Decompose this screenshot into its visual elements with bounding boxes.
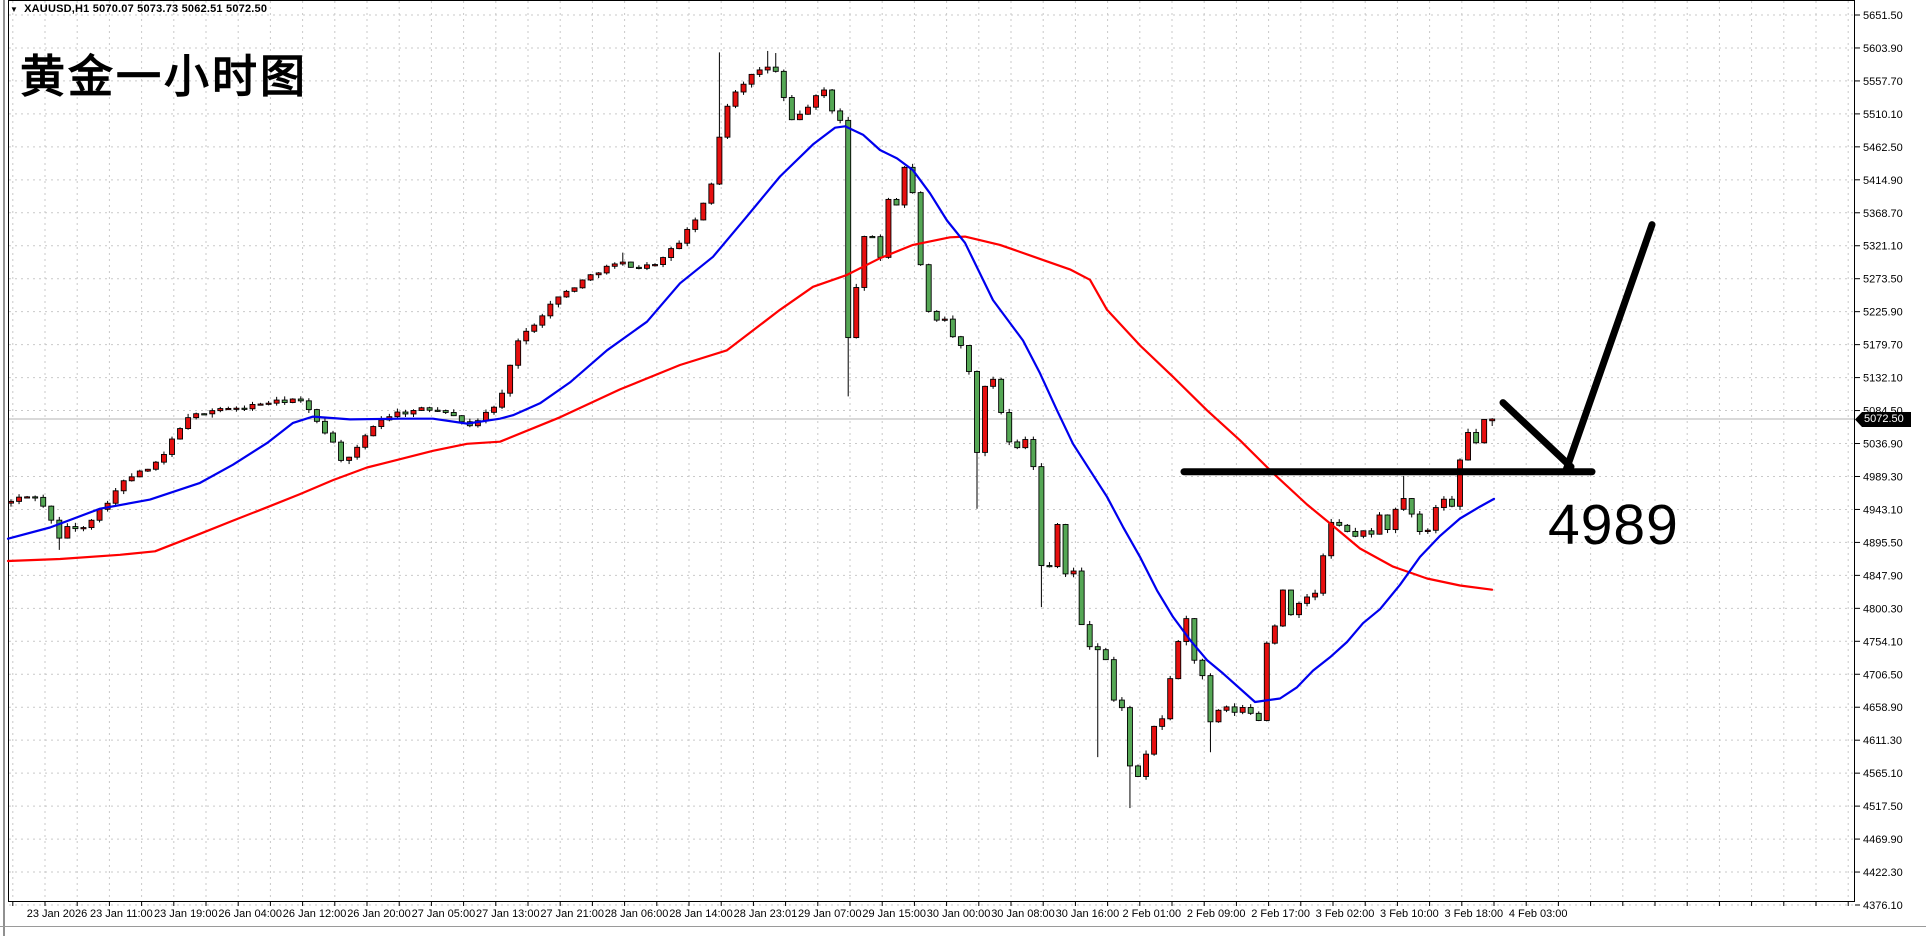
svg-text:26 Jan 12:00: 26 Jan 12:00 bbox=[283, 908, 347, 920]
svg-text:30 Jan 08:00: 30 Jan 08:00 bbox=[991, 908, 1055, 920]
symbol-ohlc-text: XAUUSD,H1 5070.07 5073.73 5062.51 5072.5… bbox=[24, 3, 268, 15]
svg-text:5557.70: 5557.70 bbox=[1863, 76, 1903, 88]
svg-text:4469.90: 4469.90 bbox=[1863, 834, 1903, 846]
svg-text:23 Jan 19:00: 23 Jan 19:00 bbox=[154, 908, 218, 920]
svg-text:5414.90: 5414.90 bbox=[1863, 175, 1903, 187]
drawing-annotations bbox=[1180, 221, 1656, 476]
svg-text:4754.10: 4754.10 bbox=[1863, 636, 1903, 648]
svg-text:27 Jan 21:00: 27 Jan 21:00 bbox=[540, 908, 604, 920]
candlestick-series bbox=[8, 50, 1496, 809]
svg-text:28 Jan 06:00: 28 Jan 06:00 bbox=[605, 908, 669, 920]
svg-text:26 Jan 20:00: 26 Jan 20:00 bbox=[347, 908, 411, 920]
svg-text:23 Jan 2026: 23 Jan 2026 bbox=[27, 908, 88, 920]
svg-text:4611.30: 4611.30 bbox=[1863, 735, 1902, 747]
svg-text:2 Feb 09:00: 2 Feb 09:00 bbox=[1187, 908, 1246, 920]
svg-text:28 Jan 23:01: 28 Jan 23:01 bbox=[734, 908, 798, 920]
svg-text:4895.50: 4895.50 bbox=[1863, 537, 1903, 549]
svg-text:4517.50: 4517.50 bbox=[1863, 801, 1903, 813]
svg-text:5651.50: 5651.50 bbox=[1863, 10, 1903, 22]
grid-lines bbox=[9, 1, 1854, 906]
svg-text:4847.90: 4847.90 bbox=[1863, 570, 1903, 582]
svg-text:30 Jan 00:00: 30 Jan 00:00 bbox=[927, 908, 991, 920]
svg-text:5368.70: 5368.70 bbox=[1863, 208, 1903, 220]
svg-text:4565.10: 4565.10 bbox=[1863, 768, 1903, 780]
window-left-border bbox=[3, 0, 5, 936]
svg-text:26 Jan 04:00: 26 Jan 04:00 bbox=[218, 908, 282, 920]
svg-text:27 Jan 13:00: 27 Jan 13:00 bbox=[476, 908, 540, 920]
svg-text:5510.10: 5510.10 bbox=[1863, 109, 1903, 121]
svg-text:4376.10: 4376.10 bbox=[1863, 900, 1903, 912]
chart-title: 黄金一小时图 bbox=[20, 51, 309, 102]
svg-text:3 Feb 10:00: 3 Feb 10:00 bbox=[1380, 908, 1439, 920]
svg-text:5225.90: 5225.90 bbox=[1863, 307, 1903, 319]
svg-text:4706.50: 4706.50 bbox=[1863, 669, 1903, 681]
svg-text:5132.10: 5132.10 bbox=[1863, 373, 1903, 385]
plot-border bbox=[8, 0, 1855, 902]
svg-text:3 Feb 02:00: 3 Feb 02:00 bbox=[1316, 908, 1375, 920]
symbol-info-bar: ▼ XAUUSD,H1 5070.07 5073.73 5062.51 5072… bbox=[10, 3, 267, 15]
pullback-line[interactable] bbox=[1499, 399, 1575, 471]
support-price-annotation: 4989 bbox=[1548, 493, 1679, 557]
svg-text:4800.30: 4800.30 bbox=[1863, 603, 1903, 615]
svg-text:30 Jan 16:00: 30 Jan 16:00 bbox=[1056, 908, 1120, 920]
svg-text:4658.90: 4658.90 bbox=[1863, 702, 1903, 714]
svg-text:28 Jan 14:00: 28 Jan 14:00 bbox=[669, 908, 733, 920]
svg-text:3 Feb 18:00: 3 Feb 18:00 bbox=[1444, 908, 1503, 920]
svg-text:5036.90: 5036.90 bbox=[1863, 439, 1903, 451]
svg-text:4 Feb 03:00: 4 Feb 03:00 bbox=[1509, 908, 1568, 920]
svg-text:29 Jan 15:00: 29 Jan 15:00 bbox=[862, 908, 926, 920]
svg-text:23 Jan 11:00: 23 Jan 11:00 bbox=[90, 908, 153, 920]
current-price-value: 5072.50 bbox=[1864, 413, 1904, 425]
svg-text:5321.10: 5321.10 bbox=[1863, 241, 1903, 253]
svg-text:5603.90: 5603.90 bbox=[1863, 43, 1903, 55]
svg-text:27 Jan 05:00: 27 Jan 05:00 bbox=[412, 908, 476, 920]
axis-labels: 5651.50 5603.90 5557.70 5510.10 5462.50 5414.… bbox=[12, 10, 1903, 920]
svg-text:5179.70: 5179.70 bbox=[1863, 340, 1903, 352]
fast-moving-average bbox=[6, 125, 1496, 704]
svg-text:4989.30: 4989.30 bbox=[1863, 471, 1903, 483]
svg-text:5462.50: 5462.50 bbox=[1863, 142, 1903, 154]
svg-text:2 Feb 17:00: 2 Feb 17:00 bbox=[1251, 908, 1310, 920]
svg-text:29 Jan 07:00: 29 Jan 07:00 bbox=[798, 908, 862, 920]
window-bottom-border bbox=[0, 926, 1926, 927]
symbol-dropdown-icon[interactable]: ▼ bbox=[10, 4, 19, 14]
slow-moving-average bbox=[6, 235, 1494, 591]
current-price-tag: 5072.50 bbox=[1855, 412, 1911, 427]
svg-text:4422.30: 4422.30 bbox=[1863, 867, 1903, 879]
svg-text:2 Feb 01:00: 2 Feb 01:00 bbox=[1122, 908, 1181, 920]
breakout-projection-line[interactable] bbox=[1562, 221, 1656, 474]
svg-text:5273.50: 5273.50 bbox=[1863, 274, 1903, 286]
svg-text:4943.10: 4943.10 bbox=[1863, 504, 1903, 516]
